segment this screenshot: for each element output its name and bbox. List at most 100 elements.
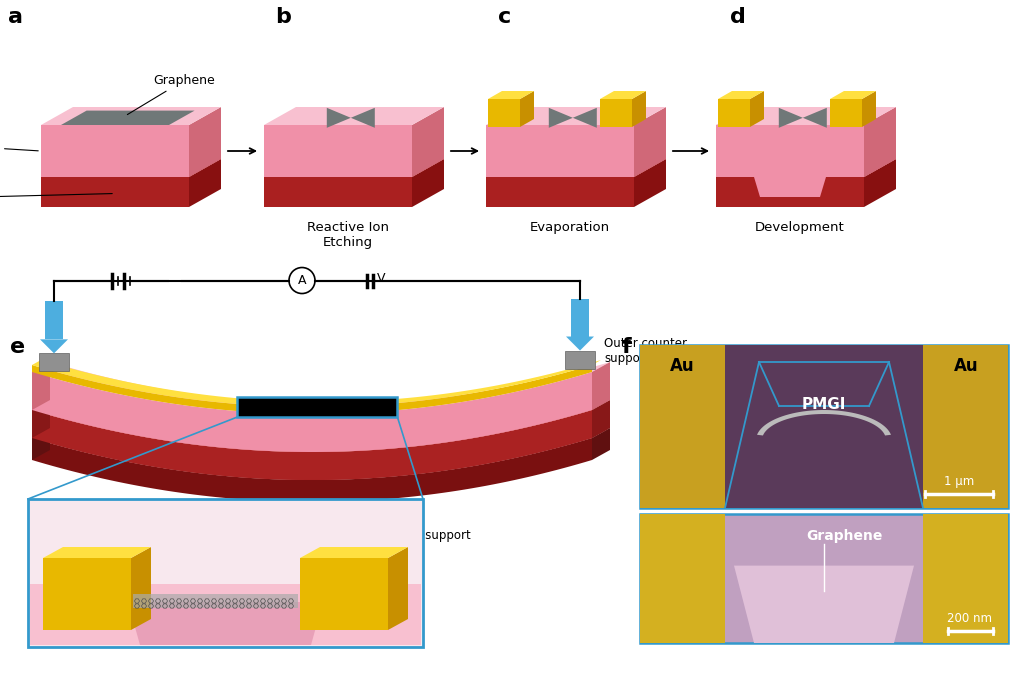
Polygon shape [189, 159, 221, 207]
Polygon shape [32, 428, 609, 480]
Polygon shape [412, 159, 443, 207]
Polygon shape [32, 365, 591, 414]
Polygon shape [300, 547, 408, 558]
Text: f: f [622, 337, 631, 357]
Polygon shape [863, 107, 895, 177]
Polygon shape [749, 91, 763, 127]
Polygon shape [861, 91, 875, 127]
Text: Reactive Ion
Etching: Reactive Ion Etching [307, 221, 388, 249]
Text: b: b [275, 7, 290, 27]
Polygon shape [485, 125, 634, 177]
Polygon shape [300, 558, 387, 630]
Polygon shape [485, 159, 665, 177]
Polygon shape [565, 350, 594, 369]
Polygon shape [591, 400, 609, 438]
Text: Development: Development [754, 221, 844, 234]
Polygon shape [717, 99, 749, 127]
Polygon shape [32, 400, 609, 452]
Polygon shape [264, 159, 443, 177]
Polygon shape [639, 514, 1007, 643]
Polygon shape [632, 91, 645, 127]
Polygon shape [61, 111, 195, 125]
Text: 200 nm: 200 nm [947, 612, 991, 625]
Polygon shape [573, 108, 596, 128]
Polygon shape [829, 99, 861, 127]
Polygon shape [599, 99, 632, 127]
Polygon shape [32, 438, 591, 502]
Polygon shape [127, 602, 323, 645]
Polygon shape [715, 159, 895, 177]
Text: PI+PMGI: PI+PMGI [0, 142, 38, 155]
Polygon shape [922, 345, 1007, 508]
Text: a: a [8, 7, 23, 27]
Text: A: A [298, 274, 306, 287]
Polygon shape [32, 360, 600, 407]
Polygon shape [715, 107, 895, 125]
Polygon shape [32, 410, 591, 480]
Polygon shape [412, 107, 443, 177]
Polygon shape [829, 91, 875, 99]
Polygon shape [639, 345, 1007, 508]
Polygon shape [715, 107, 895, 125]
Polygon shape [248, 401, 387, 414]
Polygon shape [485, 177, 634, 207]
Polygon shape [715, 125, 863, 197]
Polygon shape [130, 547, 151, 630]
Polygon shape [548, 108, 573, 128]
Polygon shape [487, 91, 534, 99]
Polygon shape [264, 177, 412, 207]
Polygon shape [41, 125, 189, 177]
Polygon shape [41, 159, 221, 177]
Polygon shape [634, 107, 665, 177]
Polygon shape [571, 298, 588, 337]
Polygon shape [351, 108, 374, 128]
Polygon shape [32, 400, 50, 438]
Polygon shape [802, 108, 826, 128]
Polygon shape [43, 547, 151, 558]
Text: Au: Au [669, 357, 694, 375]
Polygon shape [43, 558, 130, 630]
Polygon shape [132, 594, 298, 608]
Text: Phosphor bronze: Phosphor bronze [0, 192, 112, 205]
Text: Au: Au [953, 357, 977, 375]
Polygon shape [634, 159, 665, 207]
Text: Outer counter
support: Outer counter support [603, 337, 687, 364]
Polygon shape [387, 547, 408, 630]
Polygon shape [717, 91, 763, 99]
Polygon shape [591, 428, 609, 460]
Text: d: d [730, 7, 745, 27]
Polygon shape [32, 362, 609, 414]
Polygon shape [734, 566, 913, 643]
Text: PMGI: PMGI [801, 397, 846, 412]
Circle shape [288, 267, 315, 294]
Polygon shape [32, 428, 50, 460]
Text: Evaporation: Evaporation [529, 221, 609, 234]
Polygon shape [264, 125, 412, 177]
Polygon shape [40, 340, 68, 353]
Polygon shape [715, 125, 863, 177]
Polygon shape [756, 410, 890, 435]
Polygon shape [264, 107, 443, 125]
Polygon shape [779, 108, 802, 128]
Polygon shape [863, 159, 895, 207]
Polygon shape [599, 91, 645, 99]
Polygon shape [591, 362, 609, 410]
Polygon shape [30, 584, 421, 645]
Polygon shape [639, 514, 725, 643]
Polygon shape [520, 91, 534, 127]
Polygon shape [715, 177, 863, 207]
Polygon shape [485, 107, 665, 125]
Polygon shape [32, 372, 591, 452]
Polygon shape [189, 107, 221, 177]
Text: Central
counter support: Central counter support [327, 514, 471, 542]
Polygon shape [41, 177, 189, 207]
Text: Graphene: Graphene [127, 74, 215, 115]
Text: V: V [377, 272, 385, 285]
Polygon shape [326, 108, 351, 128]
Polygon shape [725, 345, 922, 508]
Polygon shape [922, 514, 1007, 643]
Polygon shape [45, 301, 63, 340]
Polygon shape [639, 345, 725, 508]
Polygon shape [39, 353, 69, 371]
Polygon shape [487, 99, 520, 127]
